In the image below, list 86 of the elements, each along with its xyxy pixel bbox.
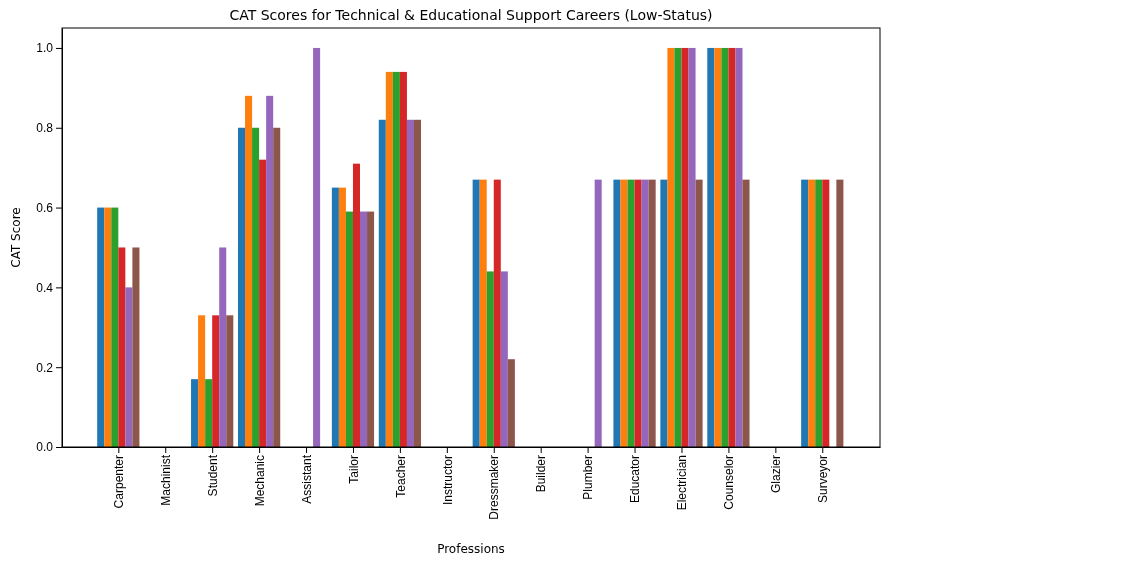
x-tick-label: Mechanic — [252, 455, 267, 507]
bar — [226, 315, 234, 447]
y-tick-label: 0.6 — [36, 200, 54, 215]
bar — [822, 179, 830, 447]
x-tick-label: Dressmaker — [487, 455, 502, 520]
y-tick-label: 1.0 — [36, 41, 54, 56]
bar — [681, 47, 689, 447]
bar — [259, 159, 267, 447]
bar — [641, 179, 649, 447]
bar — [313, 47, 321, 447]
bar — [801, 179, 809, 447]
bar — [613, 179, 621, 447]
bar — [360, 211, 368, 447]
bar — [507, 359, 515, 447]
bar — [472, 179, 480, 447]
bar — [125, 287, 133, 447]
bar — [118, 247, 126, 447]
bar — [345, 211, 353, 447]
x-tick-label: Electrician — [675, 455, 690, 511]
bar — [413, 119, 422, 447]
bar — [237, 127, 246, 447]
bar — [104, 207, 112, 447]
bar — [111, 207, 119, 447]
bar — [627, 179, 635, 447]
bar — [500, 271, 508, 447]
y-tick-label: 0.0 — [36, 440, 54, 455]
x-tick-label: Plumber — [581, 455, 596, 500]
y-axis-title: CAT Score — [9, 207, 23, 268]
bar — [648, 179, 656, 447]
bar — [219, 247, 227, 447]
bar — [273, 127, 281, 447]
bar — [714, 47, 722, 447]
bar — [367, 211, 375, 447]
bar — [486, 271, 494, 447]
x-axis-title: Professions — [437, 542, 505, 556]
bar — [406, 119, 414, 447]
x-tick-label: Counselor — [722, 455, 737, 510]
x-tick-label: Educator — [628, 455, 643, 504]
x-tick-label: Teacher — [393, 455, 408, 498]
bar — [198, 315, 206, 447]
bar — [212, 315, 220, 447]
x-tick-label: Tailor — [346, 455, 361, 484]
bar — [132, 247, 140, 447]
bar — [97, 207, 105, 447]
bar — [707, 47, 715, 447]
x-tick-label: Carpenter — [112, 455, 127, 509]
bar — [252, 127, 260, 447]
bar — [634, 179, 642, 447]
y-tick-label: 0.8 — [36, 121, 54, 136]
x-tick-label: Machinist — [158, 454, 173, 506]
bar — [667, 47, 675, 447]
bar — [191, 379, 199, 447]
bar — [338, 187, 346, 447]
y-tick-label: 0.2 — [36, 360, 54, 375]
x-tick-label: Assistant — [299, 454, 314, 504]
chart-title: CAT Scores for Technical & Educational Support Careers (Low-Status) — [229, 7, 713, 23]
bar — [245, 95, 253, 447]
y-tick-label: 0.4 — [36, 280, 54, 295]
x-tick-label: Student — [205, 454, 220, 497]
bar — [695, 179, 703, 447]
bar — [808, 179, 816, 447]
bar — [836, 179, 844, 447]
bar — [620, 179, 628, 447]
bar — [594, 179, 602, 447]
bar — [479, 179, 487, 447]
bar — [728, 47, 736, 447]
bar — [742, 179, 750, 447]
bar — [399, 71, 407, 447]
bar — [493, 179, 501, 447]
x-tick-label: Surveyor — [815, 455, 830, 504]
x-tick-label: Instructor — [440, 455, 455, 506]
bar — [721, 47, 729, 447]
bar — [815, 179, 823, 447]
bar — [674, 47, 682, 447]
bar — [688, 47, 696, 447]
bar — [660, 179, 668, 447]
bar — [378, 119, 386, 447]
bar — [331, 187, 339, 447]
bar — [735, 47, 743, 447]
bar — [385, 71, 393, 447]
x-tick-label: Builder — [534, 455, 549, 493]
bar — [266, 95, 274, 447]
x-tick-label: Glazier — [769, 455, 784, 494]
bar — [392, 71, 400, 447]
bar — [205, 379, 213, 447]
bar — [352, 163, 361, 447]
